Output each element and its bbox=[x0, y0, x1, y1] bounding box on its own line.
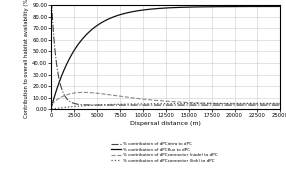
X-axis label: Dispersal distance (m): Dispersal distance (m) bbox=[130, 121, 201, 126]
Legend: % contribution of dPCintra to dPC, % contribution of dPCflux to dPC, % contribut: % contribution of dPCintra to dPC, % con… bbox=[111, 142, 218, 163]
Y-axis label: Contribution to overall habitat availability (%): Contribution to overall habitat availabi… bbox=[24, 0, 29, 118]
